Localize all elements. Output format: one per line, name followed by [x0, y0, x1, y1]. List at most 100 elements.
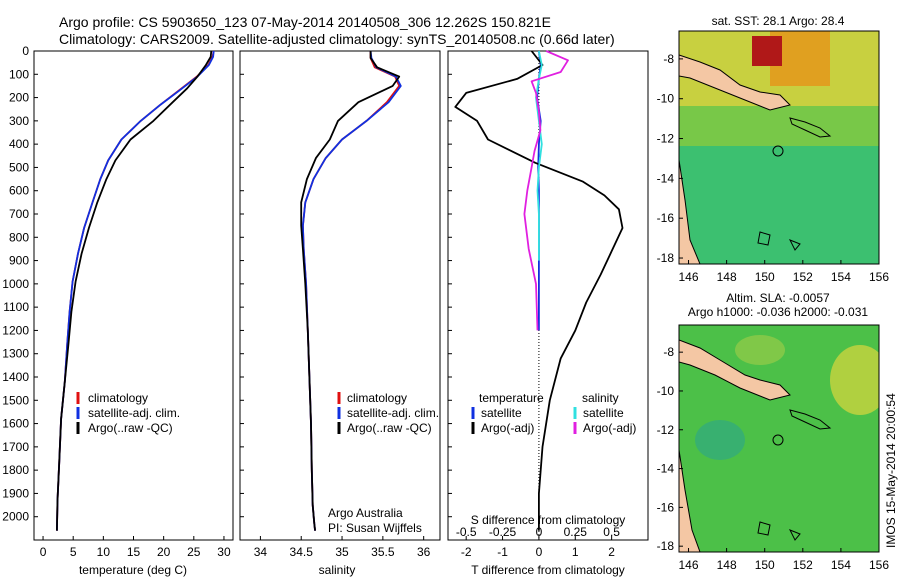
y-tick-label: 1300 [2, 347, 29, 361]
y-tick-label: 1600 [2, 417, 29, 431]
y-tick-label: 1400 [2, 370, 29, 384]
t-difference-xlabel: T difference from climatology [471, 563, 625, 577]
sla-island-chain [789, 409, 832, 430]
map-x-tick-label: 150 [755, 270, 775, 284]
map-y-tick-label: -14 [657, 462, 675, 476]
imos-timestamp: IMOS 15-May-2014 20:00:54 [884, 393, 898, 548]
map-x-tick-label: 150 [755, 558, 775, 572]
salinity-legend: climatology satellite-adj. clim. Argo(..… [337, 391, 439, 435]
sla-high-north [735, 335, 785, 365]
s-tick-label: 0.25 [564, 525, 588, 539]
map-x-tick-label: 148 [717, 270, 737, 284]
x-tick-label: 1 [572, 545, 579, 559]
legend-label-satellite: satellite-adj. clim. [347, 406, 439, 420]
sst-map: sat. SST: 28.1 Argo: 28.4 146 148 150 152 15… [657, 14, 890, 284]
attribution-line2: PI: Susan Wijffels [328, 521, 422, 535]
difference-legend: temperature salinity satellite Argo(-adj… [471, 391, 636, 435]
legend-header-salinity: salinity [582, 391, 619, 405]
sla-low-west [695, 420, 745, 460]
series-argo-raw-qc [300, 51, 401, 531]
y-tick-label: 1200 [2, 323, 29, 337]
y-tick-label: 1800 [2, 463, 29, 477]
map-y-tick-label: -12 [657, 423, 675, 437]
x-tick-label: 5 [70, 545, 77, 559]
x-tick-label: 2 [608, 545, 615, 559]
sla-high-east [830, 345, 879, 415]
attribution-line1: Argo Australia [328, 506, 403, 520]
map-y-tick-label: -12 [657, 132, 675, 146]
y-tick-label: 900 [9, 254, 29, 268]
sst-hottest-area [752, 36, 782, 66]
map-x-tick-label: 146 [679, 270, 699, 284]
salinity-panel: 34 34.5 35 35.5 36 salinity climatology sate… [239, 50, 441, 577]
map-y-tick-label: -16 [657, 211, 675, 225]
map-x-tick-label: 156 [869, 558, 889, 572]
series-temperature-argo-adj [454, 50, 624, 531]
map-x-tick-label: 152 [793, 558, 813, 572]
map-x-tick-label: 156 [869, 270, 889, 284]
x-tick-label: -1 [497, 545, 508, 559]
x-tick-label: -2 [461, 545, 472, 559]
map-y-tick-label: -10 [657, 384, 675, 398]
legend-header-temperature: temperature [479, 391, 544, 405]
map-x-tick-label: 154 [831, 558, 851, 572]
y-tick-label: 2000 [2, 510, 29, 524]
y-tick-label: 1500 [2, 393, 29, 407]
map-y-tick-label: -8 [663, 52, 674, 66]
x-tick-label: 0 [40, 545, 47, 559]
temperature-legend: climatology satellite-adj. clim. Argo(..… [76, 391, 180, 435]
x-tick-label: 36 [417, 545, 431, 559]
salinity-xlabel: salinity [319, 563, 356, 577]
x-tick-label: 15 [127, 545, 141, 559]
legend-label-t-argo: Argo(-adj) [481, 421, 534, 435]
sla-reefs [757, 521, 801, 541]
series-salinity-argo-adj [523, 50, 569, 331]
y-tick-label: 600 [9, 184, 29, 198]
legend-label-s-satellite: satellite [583, 406, 624, 420]
map-y-tick-label: -16 [657, 500, 675, 514]
y-tick-label: 800 [9, 230, 29, 244]
s-tick-label: -0.25 [489, 525, 517, 539]
y-tick-label: 500 [9, 160, 29, 174]
x-tick-label: 35 [335, 545, 349, 559]
temperature-axes-frame [33, 50, 234, 541]
legend-label-s-argo: Argo(-adj) [583, 421, 636, 435]
legend-label-satellite: satellite-adj. clim. [88, 406, 180, 420]
s-tick-label: 0.5 [603, 525, 620, 539]
map-x-tick-label: 148 [717, 558, 737, 572]
x-tick-label: 34 [254, 545, 268, 559]
sst-reefs [757, 231, 801, 251]
figure-title-line1: Argo profile: CS 5903650_123 07-May-2014… [59, 14, 551, 30]
series-argo-raw-qc [56, 50, 213, 531]
legend-label-climatology: climatology [347, 391, 407, 405]
sst-map-title: sat. SST: 28.1 Argo: 28.4 [712, 14, 845, 28]
sst-island-chain [789, 117, 832, 138]
sst-land-new-guinea [679, 54, 791, 111]
sla-map-title-line2: Argo h1000: -0.036 h2000: -0.031 [688, 305, 868, 319]
salinity-axes-frame [239, 50, 441, 541]
sst-transition-band [679, 106, 879, 146]
y-tick-label: 200 [9, 91, 29, 105]
sst-argo-position-marker [772, 145, 784, 157]
y-tick-label: 1000 [2, 277, 29, 291]
map-x-tick-label: 146 [679, 558, 699, 572]
y-tick-label: 1100 [3, 300, 29, 314]
legend-label-argo: Argo(..raw -QC) [347, 421, 432, 435]
sla-argo-position-marker [772, 434, 784, 446]
temperature-xlabel: temperature (deg C) [79, 563, 187, 577]
y-tick-label: 0 [22, 44, 29, 58]
map-y-tick-label: -8 [663, 345, 674, 359]
x-tick-label: 34.5 [290, 545, 314, 559]
y-tick-label: 700 [9, 207, 29, 221]
y-tick-label: 1700 [2, 440, 29, 454]
sst-land-australia [679, 159, 701, 264]
y-tick-label: 400 [9, 137, 29, 151]
x-tick-label: 20 [157, 545, 171, 559]
x-tick-label: 10 [97, 545, 111, 559]
map-x-tick-label: 154 [831, 270, 851, 284]
map-y-tick-label: -18 [657, 539, 675, 553]
s-tick-label: -0.5 [456, 525, 477, 539]
sst-map-frame [678, 30, 880, 265]
